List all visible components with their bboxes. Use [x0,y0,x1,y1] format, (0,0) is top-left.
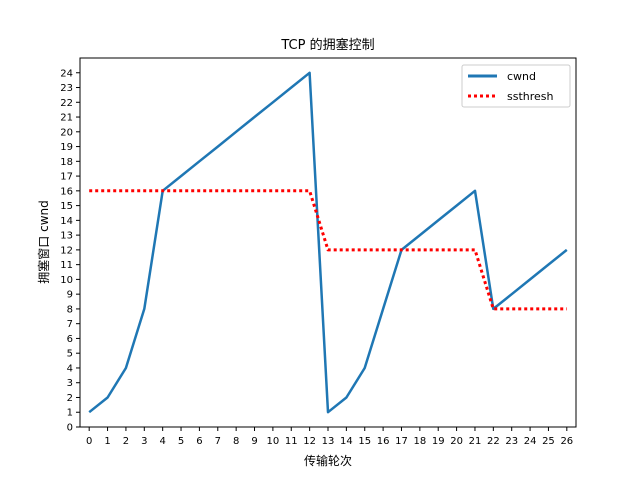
y-tick-label: 1 [67,408,73,419]
x-tick-label: 13 [322,436,335,447]
x-tick-label: 24 [524,436,537,447]
y-tick-label: 10 [60,275,73,286]
legend-label-cwnd: cwnd [507,70,536,83]
x-tick-label: 5 [178,436,184,447]
y-tick-label: 15 [60,201,73,212]
series-line-cwnd [88,71,568,414]
x-tick-label: 17 [395,436,408,447]
y-tick-label: 19 [60,142,73,153]
x-axis-label: 传输轮次 [304,453,352,468]
x-tick-label: 1 [104,436,110,447]
series-line-ssthresh [89,189,567,311]
x-tick-label: 9 [251,436,257,447]
x-tick-label: 7 [215,436,221,447]
y-tick-label: 2 [67,393,73,404]
x-tick-label: 0 [86,436,92,447]
x-tick-label: 2 [123,436,129,447]
x-tick-label: 16 [377,436,390,447]
x-tick-label: 21 [469,436,482,447]
y-tick-label: 4 [67,363,73,374]
y-tick-label: 16 [60,186,73,197]
y-tick-label: 0 [67,423,73,434]
x-tick-label: 20 [450,436,463,447]
x-tick-label: 18 [413,436,426,447]
y-tick-label: 11 [60,260,73,271]
y-tick-label: 24 [60,68,73,79]
x-tick-label: 26 [560,436,573,447]
x-tick-label: 10 [267,436,280,447]
x-tick-label: 14 [340,436,353,447]
y-tick-label: 9 [67,290,73,301]
x-axis-ticks: 0 1 2 3 4 5 6 7 8 9 10 11 12 13 14 15 16 17 18 19 20 21 22 23 24… [86,427,573,447]
y-tick-label: 17 [60,172,73,183]
y-tick-label: 18 [60,157,73,168]
legend-label-ssthresh: ssthresh [507,90,554,103]
x-tick-label: 8 [233,436,239,447]
y-tick-label: 23 [60,83,73,94]
x-tick-label: 22 [487,436,500,447]
y-tick-label: 7 [67,319,73,330]
x-tick-label: 15 [358,436,371,447]
series-layer [88,71,568,414]
y-tick-label: 8 [67,304,73,315]
y-tick-label: 21 [60,113,73,124]
x-tick-label: 25 [542,436,555,447]
y-tick-label: 12 [60,245,73,256]
y-tick-label: 3 [67,378,73,389]
legend: cwnd ssthresh [461,64,571,108]
y-tick-label: 22 [60,98,73,109]
y-tick-label: 20 [60,127,73,138]
x-tick-label: 23 [505,436,518,447]
chart-title: TCP 的拥塞控制 [280,37,374,53]
x-tick-label: 4 [159,436,165,447]
y-tick-label: 6 [67,334,73,345]
x-tick-label: 19 [432,436,445,447]
x-tick-label: 6 [196,436,202,447]
y-tick-label: 14 [60,216,73,227]
y-axis-label: 拥塞窗口 cwnd [36,200,51,283]
x-tick-label: 11 [285,436,298,447]
y-tick-label: 5 [67,349,73,360]
x-tick-label: 3 [141,436,147,447]
plot-area [80,58,576,427]
plot-frame [79,57,577,428]
x-tick-label: 12 [303,436,316,447]
y-tick-label: 13 [60,231,73,242]
